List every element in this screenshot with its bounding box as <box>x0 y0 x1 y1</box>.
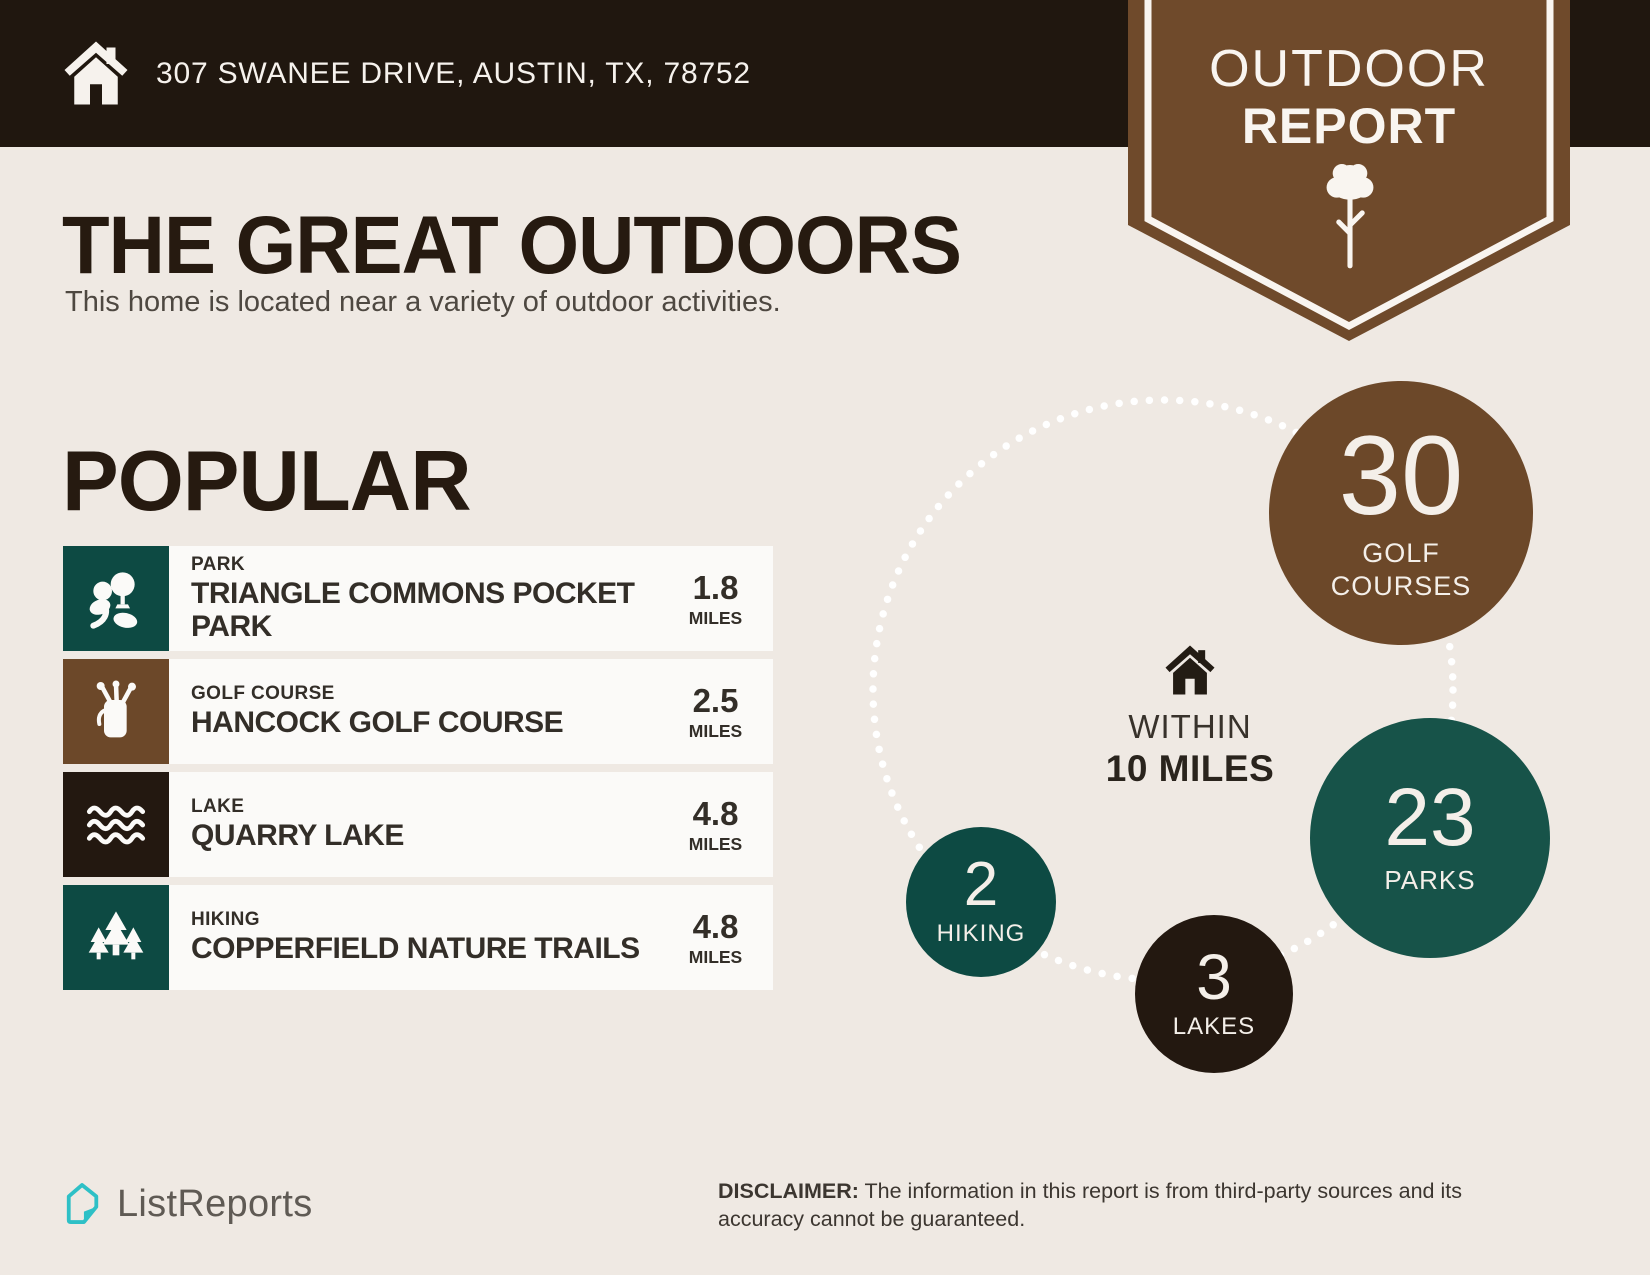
item-name: COPPERFIELD NATURE TRAILS <box>191 932 640 966</box>
distance-value: 1.8 <box>692 568 739 606</box>
brand-name: ListReports <box>117 1182 313 1225</box>
distance-value: 2.5 <box>692 681 739 719</box>
property-address: 307 SWANEE DRIVE, AUSTIN, TX, 78752 <box>156 56 751 90</box>
parks-bubble: 23 PARKS <box>1310 718 1550 958</box>
disclaimer-label: DISCLAIMER: <box>718 1179 859 1203</box>
banner-title: OUTDOOR REPORT <box>1128 40 1570 154</box>
home-icon <box>64 41 128 105</box>
list-item-text: GOLF COURSE HANCOCK GOLF COURSE <box>169 659 658 764</box>
hiking-label: HIKING <box>936 919 1026 947</box>
listreports-logo[interactable]: ListReports <box>64 1178 313 1230</box>
item-category: GOLF COURSE <box>191 683 335 705</box>
page-title: THE GREAT OUTDOORS <box>62 200 962 291</box>
item-name: HANCOCK GOLF COURSE <box>191 706 564 740</box>
hiking-count: 2 <box>963 849 999 919</box>
list-item-text: LAKE QUARRY LAKE <box>169 772 658 877</box>
item-category: HIKING <box>191 909 260 931</box>
park-trees-icon <box>63 546 169 651</box>
banner-line1: OUTDOOR <box>1209 40 1489 98</box>
list-item-park[interactable]: PARK TRIANGLE COMMONS POCKET PARK 1.8 MI… <box>63 546 773 651</box>
popular-heading: POPULAR <box>62 434 472 529</box>
page-subtitle: This home is located near a variety of o… <box>65 286 781 318</box>
list-item-text: HIKING COPPERFIELD NATURE TRAILS <box>169 885 658 990</box>
home-icon <box>1165 645 1215 695</box>
within-label: WITHIN <box>1128 708 1252 745</box>
item-distance: 4.8 MILES <box>658 885 773 990</box>
distance-unit: MILES <box>688 833 743 854</box>
list-item-text: PARK TRIANGLE COMMONS POCKET PARK <box>169 546 658 651</box>
distance-unit: MILES <box>688 946 743 967</box>
golf-bag-icon <box>63 659 169 764</box>
banner-line2: REPORT <box>1241 98 1457 155</box>
radius-label: 10 MILES <box>1105 748 1275 789</box>
hiking-bubble: 2 HIKING <box>906 827 1056 977</box>
item-category: PARK <box>191 554 246 576</box>
golf-courses-label: GOLF COURSES <box>1330 538 1472 602</box>
outdoor-report-banner: OUTDOOR REPORT <box>1128 0 1570 345</box>
item-name: TRIANGLE COMMONS POCKET PARK <box>191 577 635 643</box>
list-item-hiking[interactable]: HIKING COPPERFIELD NATURE TRAILS 4.8 MIL… <box>63 885 773 990</box>
list-item-golf-course[interactable]: GOLF COURSE HANCOCK GOLF COURSE 2.5 MILE… <box>63 659 773 764</box>
disclaimer: DISCLAIMER: The information in this repo… <box>718 1178 1486 1234</box>
lakes-bubble: 3 LAKES <box>1135 915 1293 1073</box>
parks-count: 23 <box>1384 772 1476 864</box>
lakes-count: 3 <box>1196 940 1232 1013</box>
list-item-lake[interactable]: LAKE QUARRY LAKE 4.8 MILES <box>63 772 773 877</box>
item-distance: 1.8 MILES <box>658 546 773 651</box>
distance-unit: MILES <box>688 720 743 741</box>
pine-trees-icon <box>63 885 169 990</box>
popular-list: PARK TRIANGLE COMMONS POCKET PARK 1.8 MI… <box>63 546 773 990</box>
listreports-house-icon <box>66 1183 99 1224</box>
tree-icon <box>1326 164 1374 269</box>
golf-courses-bubble: 30 GOLF COURSES <box>1269 381 1533 645</box>
waves-icon <box>63 772 169 877</box>
golf-courses-count: 30 <box>1338 412 1464 538</box>
distance-unit: MILES <box>688 607 743 628</box>
lakes-label: LAKES <box>1172 1012 1256 1040</box>
disclaimer-text: The information in this report is from t… <box>718 1179 1462 1231</box>
item-category: LAKE <box>191 796 245 818</box>
parks-label: PARKS <box>1384 865 1476 896</box>
within-10-miles-diagram: WITHIN 10 MILES 30 GOLF COURSES 23 PARKS… <box>810 350 1550 1073</box>
diagram-center: WITHIN 10 MILES <box>1080 642 1300 790</box>
distance-value: 4.8 <box>692 907 739 945</box>
item-distance: 4.8 MILES <box>658 772 773 877</box>
distance-value: 4.8 <box>692 794 739 832</box>
item-name: QUARRY LAKE <box>191 819 404 853</box>
item-distance: 2.5 MILES <box>658 659 773 764</box>
